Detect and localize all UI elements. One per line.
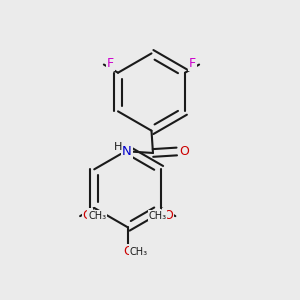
Text: F: F bbox=[189, 57, 196, 70]
Text: CH₃: CH₃ bbox=[88, 211, 106, 220]
Text: O: O bbox=[179, 145, 189, 158]
Text: H: H bbox=[114, 142, 122, 152]
Text: O: O bbox=[163, 209, 173, 222]
Text: O: O bbox=[123, 245, 133, 258]
Text: O: O bbox=[82, 209, 92, 222]
Text: F: F bbox=[107, 57, 114, 70]
Text: N: N bbox=[122, 145, 132, 158]
Text: CH₃: CH₃ bbox=[129, 247, 148, 257]
Text: CH₃: CH₃ bbox=[148, 211, 166, 220]
